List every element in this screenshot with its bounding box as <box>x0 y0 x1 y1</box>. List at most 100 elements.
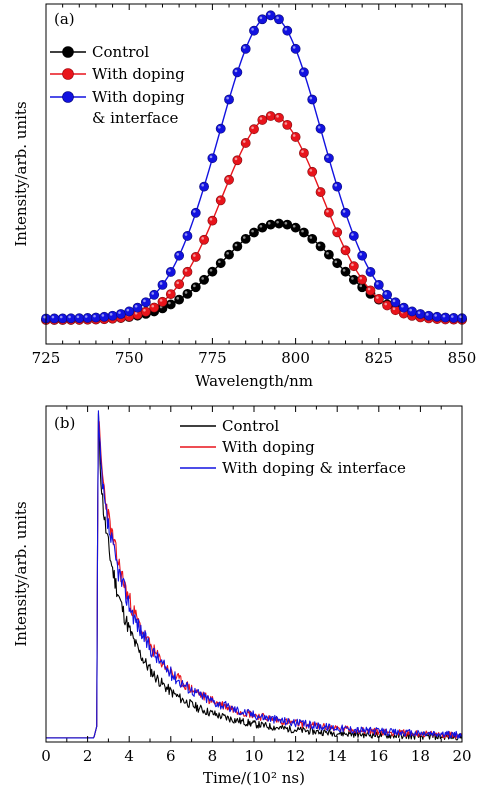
data-point-highlight <box>151 304 155 308</box>
data-point-highlight <box>301 69 304 73</box>
data-point-highlight <box>193 284 196 288</box>
panel-b-x-tick-label: 10 <box>244 747 263 765</box>
data-point-highlight <box>317 125 321 129</box>
data-point-highlight <box>68 315 71 319</box>
data-point-with-doping-interface <box>199 181 209 192</box>
legend-item-control: Control <box>50 43 149 61</box>
panel-b-x-axis-title: Time/(10² ns) <box>203 769 305 787</box>
data-point-highlight <box>251 126 254 130</box>
data-point-highlight <box>184 269 188 272</box>
data-point-highlight <box>450 315 454 318</box>
data-point-control <box>332 258 343 269</box>
data-point-with-doping <box>232 155 243 166</box>
panel-b-legend: Control With doping With doping & interf… <box>180 417 406 477</box>
data-point-control <box>207 266 218 277</box>
data-point-control <box>232 241 243 252</box>
data-point-highlight <box>392 299 396 303</box>
data-point-highlight <box>143 299 146 303</box>
data-point-highlight <box>168 301 171 305</box>
data-point-with-doping-interface <box>140 297 151 308</box>
panel-b-x-tick-label: 2 <box>83 747 93 765</box>
data-point-highlight <box>226 251 229 255</box>
panel-b: 0 2 4 6 8 10 12 14 16 18 20 (b) Time/(10² ns) Inte… <box>12 405 472 787</box>
data-point-control <box>299 227 309 238</box>
data-point-with-doping <box>174 279 185 290</box>
data-point-with-doping <box>265 111 276 121</box>
data-point-highlight <box>251 229 254 233</box>
data-point-highlight <box>201 183 204 187</box>
data-point-highlight <box>168 291 171 295</box>
data-point-highlight <box>267 113 271 116</box>
panel-b-x-tick-label: 16 <box>369 747 388 765</box>
data-point-with-doping-interface <box>240 43 251 54</box>
data-point-with-doping-interface <box>282 25 293 36</box>
data-point-with-doping-interface <box>99 311 110 322</box>
data-point-highlight <box>342 210 346 213</box>
data-point-highlight <box>434 314 437 317</box>
data-point-highlight <box>384 292 388 295</box>
data-point-highlight <box>367 269 371 272</box>
data-point-control <box>307 233 318 244</box>
legend-item-with-doping: With doping <box>50 65 185 83</box>
data-point-control <box>340 266 351 277</box>
panel-b-x-tick-label: 14 <box>328 747 347 765</box>
data-point-highlight <box>309 236 313 239</box>
legend-label-control: Control <box>92 43 149 61</box>
data-point-highlight <box>242 236 246 239</box>
data-point-with-doping-interface <box>249 25 259 36</box>
data-point-with-doping-interface <box>149 289 160 300</box>
data-point-control <box>265 219 276 230</box>
data-point-highlight <box>376 282 379 285</box>
data-point-highlight <box>276 115 279 118</box>
panel-b-x-tick-label: 6 <box>166 747 176 765</box>
data-point-with-doping-interface <box>432 311 442 322</box>
data-point-with-doping-interface <box>307 94 318 105</box>
data-point-with-doping-interface <box>290 43 301 54</box>
data-point-with-doping-interface <box>448 313 459 323</box>
data-point-with-doping <box>224 174 234 185</box>
data-point-with-doping <box>382 300 393 311</box>
data-point-highlight <box>176 296 180 300</box>
data-point-highlight <box>326 251 329 255</box>
data-point-highlight <box>93 314 96 318</box>
data-point-with-doping-interface <box>165 267 176 277</box>
data-point-highlight <box>442 314 446 318</box>
legend-item-with-doping-interface: With doping & interface <box>180 459 406 477</box>
data-point-highlight <box>284 122 288 125</box>
data-point-with-doping-interface <box>132 302 143 313</box>
data-point-highlight <box>309 96 313 100</box>
data-point-with-doping-interface <box>315 123 326 134</box>
data-point-highlight <box>159 299 163 302</box>
legend-label-with-doping: With doping <box>222 438 315 456</box>
data-point-with-doping-interface <box>215 123 226 134</box>
data-point-with-doping-interface <box>299 67 309 78</box>
data-point-highlight <box>259 224 263 228</box>
series-with-doping <box>41 111 467 325</box>
data-point-with-doping <box>215 195 226 206</box>
panel-a-legend: Control With doping With doping & interfa… <box>50 43 185 127</box>
panel-b-y-axis-title: Intensity/arb. units <box>12 501 30 646</box>
data-point-highlight <box>309 169 313 172</box>
data-point-control <box>190 282 201 293</box>
data-point-highlight <box>184 233 188 236</box>
data-point-highlight <box>218 260 221 264</box>
data-point-highlight <box>284 221 288 225</box>
data-point-highlight <box>351 233 354 236</box>
data-point-control <box>199 274 209 285</box>
data-point-highlight <box>292 134 296 137</box>
data-point-highlight <box>234 243 238 247</box>
series-with-doping-interface <box>41 10 467 324</box>
data-point-with-doping-interface <box>348 231 359 241</box>
data-point-control <box>215 258 226 269</box>
legend-item-with-doping: With doping <box>180 438 315 456</box>
data-point-highlight <box>359 252 363 256</box>
data-point-with-doping-interface <box>357 250 368 261</box>
data-point-with-doping <box>323 207 334 218</box>
data-point-with-doping-interface <box>157 279 168 290</box>
data-point-with-doping <box>373 294 384 304</box>
panel-a-x-tick-label: 750 <box>115 349 144 367</box>
data-point-highlight <box>193 254 196 257</box>
data-point-highlight <box>209 217 213 221</box>
data-point-highlight <box>159 282 163 285</box>
data-point-with-doping <box>257 115 268 125</box>
